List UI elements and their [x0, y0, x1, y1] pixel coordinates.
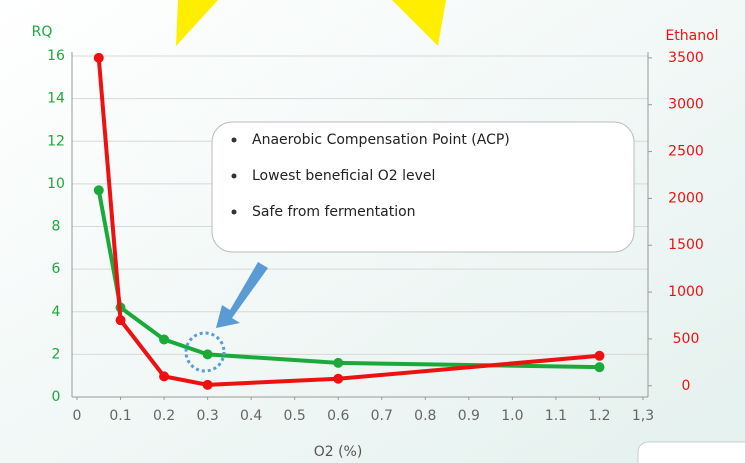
x-tick-label: 1.1: [545, 408, 567, 424]
y-tick-label: 16: [47, 48, 65, 64]
decoration: [176, 0, 218, 46]
series-line: [96, 57, 600, 387]
arrow: [216, 262, 268, 328]
x-tick-label: 0.5: [284, 408, 306, 424]
y-tick-label: 4: [52, 304, 61, 320]
data-point: [202, 349, 213, 360]
y2-tick-label: 2500: [668, 144, 704, 160]
data-point: [93, 185, 104, 196]
y2-tick-label: 1500: [668, 237, 704, 253]
x-tick-label: 0.7: [371, 408, 393, 424]
callout: [211, 121, 635, 253]
y-tick-label: 10: [47, 176, 65, 192]
y-axis-title: RQ: [32, 24, 53, 40]
y-tick-label: 12: [47, 133, 65, 149]
data-point: [93, 52, 104, 63]
x-tick-label: 0.6: [327, 408, 349, 424]
y2-tick-label: 2000: [668, 190, 704, 206]
y2-tick-label: 3000: [668, 97, 704, 113]
x-tick-label: 0.8: [414, 408, 436, 424]
data-point: [333, 373, 344, 384]
data-point: [594, 362, 605, 373]
y2-tick-label: 0: [682, 378, 691, 394]
y2-tick-label: 3500: [668, 50, 704, 66]
x-tick-label: 0: [73, 408, 82, 424]
y-tick-label: 2: [52, 346, 61, 362]
x-tick-label: 1.0: [501, 408, 523, 424]
annotation: Safe from fermentation: [252, 204, 416, 220]
data-point: [594, 350, 605, 361]
x-tick-label: 1,3: [632, 408, 654, 424]
data-point: [159, 334, 170, 345]
x-tick-label: 0.2: [153, 408, 175, 424]
x-tick-label: 0.9: [458, 408, 480, 424]
data-point: [115, 315, 126, 326]
decoration: [637, 441, 745, 463]
bullet: [231, 209, 237, 215]
y2-tick-label: 500: [673, 331, 700, 347]
y-tick-label: 14: [47, 91, 65, 107]
bullet: [231, 137, 237, 143]
data-point: [202, 379, 213, 390]
data-point: [333, 357, 344, 368]
y2-tick-label: 1000: [668, 284, 704, 300]
y-tick-label: 0: [52, 389, 61, 405]
x-tick-label: 0.4: [240, 408, 262, 424]
annotation: Lowest beneficial O2 level: [252, 168, 435, 184]
y-tick-label: 8: [52, 219, 61, 235]
highlight-circle: [184, 331, 226, 373]
x-tick-label: 1.2: [588, 408, 610, 424]
decoration: [392, 0, 446, 46]
x-axis-title: O2 (%): [314, 444, 363, 460]
x-tick-label: 0.3: [196, 408, 218, 424]
y-tick-label: 6: [52, 261, 61, 277]
data-point: [159, 371, 170, 382]
y2-axis-title: Ethanol: [665, 28, 718, 44]
bullet: [231, 173, 237, 179]
annotation: Anaerobic Compensation Point (ACP): [252, 132, 510, 148]
x-tick-label: 0.1: [109, 408, 131, 424]
